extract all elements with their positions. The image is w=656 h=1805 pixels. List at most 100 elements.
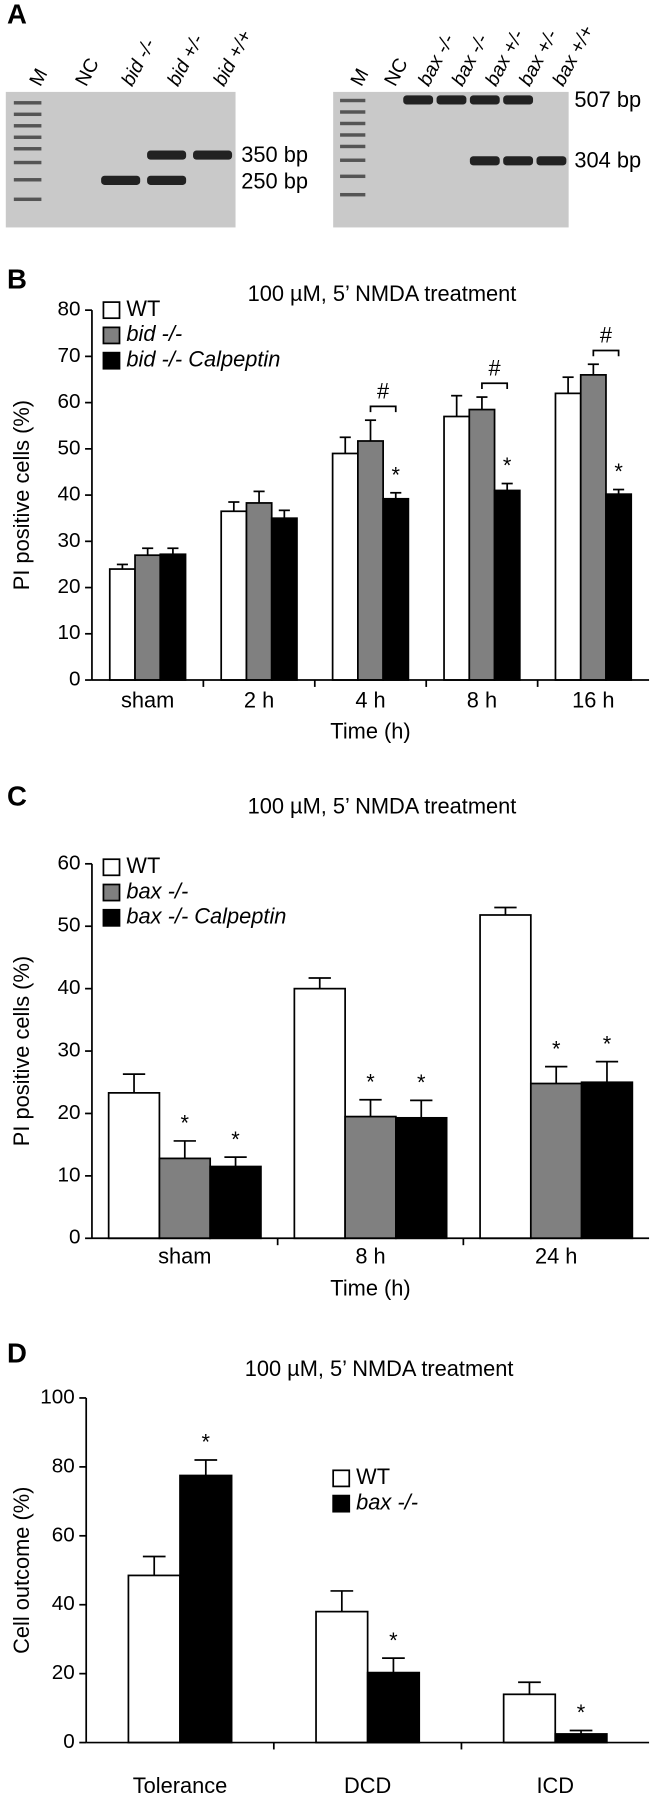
legend-swatch (102, 908, 121, 927)
legend-swatch (102, 301, 121, 320)
bar (220, 510, 248, 681)
gel-left (5, 91, 236, 228)
y-tick-label: 70 (57, 344, 80, 367)
bar (554, 392, 582, 681)
bar (468, 408, 496, 681)
legend-label: bid -/- Calpeptin (126, 346, 280, 371)
y-tick-label: 20 (57, 1101, 80, 1124)
x-tick-label: 2 h (244, 688, 274, 713)
y-tick-label: 30 (57, 529, 80, 552)
lane-label: bax +/+ (548, 22, 598, 90)
bar (127, 1574, 181, 1744)
bar (209, 1165, 262, 1240)
y-tick-label: 100 (40, 1385, 74, 1408)
band-label: 250 bp (241, 168, 308, 193)
bar (529, 1082, 583, 1240)
y-tick-label: 60 (57, 390, 80, 413)
x-tick-label: 4 h (355, 688, 385, 713)
significance-marker: * (417, 1070, 426, 1095)
legend-swatch (102, 858, 121, 877)
bar (605, 493, 633, 681)
x-axis-label: Time (h) (330, 1276, 410, 1301)
y-tick-label: 0 (69, 667, 81, 690)
x-tick-label: 8 h (355, 1244, 385, 1269)
bands (101, 150, 233, 185)
y-tick-label: 0 (69, 1226, 81, 1249)
bar (293, 987, 346, 1240)
bar (270, 517, 298, 681)
comparison-bracket (592, 349, 620, 357)
significance-marker: * (552, 1036, 561, 1061)
x-axis-label: Time (h) (330, 719, 410, 744)
y-tick-label: 80 (57, 298, 80, 321)
significance-marker: * (603, 1031, 612, 1056)
ladder (13, 101, 42, 202)
significance-marker: * (389, 1628, 398, 1653)
bar (107, 1092, 161, 1240)
panel-label: B (7, 264, 27, 295)
panel-label: C (7, 781, 27, 812)
chart-title: 100 µM, 5’ NMDA treatment (245, 1356, 514, 1381)
band-label: 304 bp (574, 148, 641, 173)
significance-marker: * (392, 462, 401, 487)
legend-label: bax -/- Calpeptin (126, 904, 286, 929)
lane-label: M (346, 65, 373, 90)
gel-right (333, 91, 569, 228)
lane-label: NC (71, 55, 104, 90)
significance-marker: * (614, 459, 623, 484)
y-axis-label: Cell outcome (%) (9, 1487, 34, 1654)
y-tick-label: 50 (57, 914, 80, 937)
y-tick-label: 60 (52, 1523, 75, 1546)
significance-marker: * (577, 1700, 586, 1725)
y-tick-label: 60 (57, 851, 80, 874)
bar (443, 415, 471, 681)
bar (479, 914, 532, 1240)
y-tick-label: 40 (52, 1592, 75, 1615)
y-tick-label: 20 (57, 575, 80, 598)
legend-label: WT (126, 296, 160, 321)
significance-marker: * (202, 1430, 211, 1455)
bar (580, 1081, 634, 1240)
bar (382, 497, 410, 681)
y-tick-label: 80 (52, 1454, 75, 1477)
comparison-marker: # (600, 322, 613, 347)
y-tick-label: 10 (57, 621, 80, 644)
bar (554, 1733, 608, 1744)
y-axis-label: PI positive cells (%) (9, 400, 34, 590)
band-label: 350 bp (241, 142, 308, 167)
significance-marker: * (366, 1069, 375, 1094)
comparison-marker: # (377, 378, 390, 403)
gel-image (333, 91, 569, 228)
y-tick-label: 50 (57, 436, 80, 459)
x-tick-label: DCD (344, 1773, 391, 1798)
bar (579, 374, 607, 681)
significance-marker: * (503, 453, 512, 478)
y-tick-label: 20 (52, 1661, 75, 1684)
panel-label: D (7, 1338, 27, 1369)
bar (179, 1474, 233, 1744)
y-axis-label: PI positive cells (%) (9, 956, 34, 1146)
legend-swatch (102, 883, 121, 902)
ladder (340, 98, 366, 197)
legend-swatch (332, 1494, 351, 1513)
x-tick-label: 8 h (467, 688, 497, 713)
x-tick-label: ICD (536, 1773, 574, 1798)
comparison-bracket (481, 382, 509, 390)
x-tick-label: 24 h (535, 1244, 577, 1269)
y-tick-label: 40 (57, 976, 80, 999)
band-label: 507 bp (574, 87, 641, 112)
legend-label: bid -/- (126, 321, 182, 346)
y-tick-label: 10 (57, 1163, 80, 1186)
bar (395, 1116, 448, 1240)
bar (159, 553, 187, 681)
lane-label: bid -/- (117, 35, 160, 90)
chart-title: 100 µM, 5’ NMDA treatment (248, 793, 517, 818)
bar (366, 1671, 421, 1744)
panel-label: A (7, 0, 27, 29)
bar (158, 1157, 212, 1240)
y-tick-label: 40 (57, 483, 80, 506)
bar (344, 1115, 397, 1240)
x-tick-label: sham (158, 1244, 211, 1269)
x-tick-label: Tolerance (133, 1773, 228, 1798)
